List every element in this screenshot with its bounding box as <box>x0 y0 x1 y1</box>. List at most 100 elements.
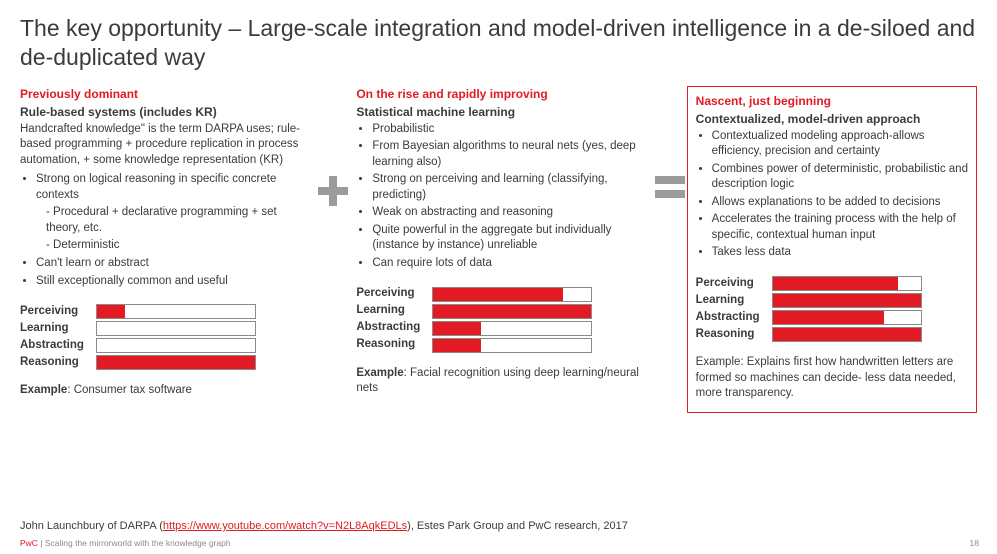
col1-heading-black: Rule-based systems (includes KR) <box>20 104 310 120</box>
list-item: From Bayesian algorithms to neural nets … <box>372 139 646 170</box>
col1-bullets: Strong on logical reasoning in specific … <box>20 172 310 289</box>
col2-example: Example: Facial recognition using deep l… <box>356 366 646 397</box>
chart-bar <box>96 355 256 370</box>
col3-heading-black: Contextualized, model-driven approach <box>696 111 968 127</box>
chart-row: Abstracting <box>20 337 310 354</box>
list-item: Deterministic <box>46 238 310 254</box>
slide-title: The key opportunity – Large-scale integr… <box>20 14 977 72</box>
col1-chart: PerceivingLearningAbstractingReasoning <box>20 303 310 371</box>
col1-heading-red: Previously dominant <box>20 86 310 102</box>
chart-bar <box>96 304 256 319</box>
footer-link[interactable]: https://www.youtube.com/watch?v=N2L8AqkE… <box>163 520 407 532</box>
chart-row: Reasoning <box>356 337 646 354</box>
col3-bullets: Contextualized modeling approach-allows … <box>696 129 968 261</box>
equals-icon <box>655 176 685 198</box>
chart-bar-fill <box>773 328 921 341</box>
chart-bar <box>772 327 922 342</box>
chart-label: Perceiving <box>356 286 432 302</box>
page-number: 18 <box>970 538 979 548</box>
col1-sub-bullets: Procedural + declarative programming + s… <box>36 205 310 254</box>
col1-paragraph: Handcrafted knowledge" is the term DARPA… <box>20 122 310 169</box>
list-item: Can require lots of data <box>372 256 646 272</box>
chart-bar <box>432 338 592 353</box>
list-item: Accelerates the training process with th… <box>712 212 968 243</box>
column-nascent: Nascent, just beginning Contextualized, … <box>687 86 977 413</box>
chart-bar-fill <box>97 356 255 369</box>
example-label: Example <box>356 367 403 379</box>
col2-chart: PerceivingLearningAbstractingReasoning <box>356 286 646 354</box>
chart-label: Learning <box>20 321 96 337</box>
col1-example: Example: Consumer tax software <box>20 383 310 399</box>
equals-operator <box>653 86 687 198</box>
chart-bar <box>96 321 256 336</box>
chart-row: Learning <box>20 320 310 337</box>
col2-heading-red: On the rise and rapidly improving <box>356 86 646 102</box>
chart-label: Abstracting <box>696 310 772 326</box>
chart-bar-fill <box>433 339 480 352</box>
example-label: Example <box>20 384 67 396</box>
chart-bar <box>772 310 922 325</box>
col2-bullets: Probabilistic From Bayesian algorithms t… <box>356 122 646 272</box>
list-item: Strong on perceiving and learning (class… <box>372 172 646 203</box>
list-item: Takes less data <box>712 245 968 261</box>
chart-bar-fill <box>773 277 899 290</box>
chart-label: Reasoning <box>356 337 432 353</box>
plus-icon <box>318 176 348 206</box>
chart-label: Perceiving <box>20 304 96 320</box>
chart-row: Reasoning <box>696 326 968 343</box>
list-item: Combines power of deterministic, probabi… <box>712 162 968 193</box>
list-item: Procedural + declarative programming + s… <box>46 205 310 236</box>
source-footer: John Launchbury of DARPA (https://www.yo… <box>20 520 628 532</box>
chart-row: Abstracting <box>696 309 968 326</box>
example-text: : Consumer tax software <box>67 384 192 396</box>
col3-highlight-box: Nascent, just beginning Contextualized, … <box>687 86 977 413</box>
col3-heading-red: Nascent, just beginning <box>696 93 968 109</box>
chart-row: Perceiving <box>356 286 646 303</box>
chart-row: Perceiving <box>696 275 968 292</box>
chart-row: Reasoning <box>20 354 310 371</box>
chart-row: Learning <box>356 303 646 320</box>
col3-chart: PerceivingLearningAbstractingReasoning <box>696 275 968 343</box>
chart-label: Abstracting <box>20 338 96 354</box>
chart-label: Learning <box>696 293 772 309</box>
plus-operator <box>316 86 350 206</box>
chart-bar-fill <box>433 322 480 335</box>
pwc-tagline: PwC | Scaling the mirrorworld with the k… <box>20 538 231 548</box>
chart-bar-fill <box>773 311 884 324</box>
footer-post: ), Estes Park Group and PwC research, 20… <box>407 520 628 532</box>
chart-label: Learning <box>356 303 432 319</box>
brand-pwc: PwC <box>20 538 38 548</box>
column-previously-dominant: Previously dominant Rule-based systems (… <box>20 86 316 399</box>
chart-bar-fill <box>773 294 921 307</box>
chart-bar <box>772 276 922 291</box>
chart-bar <box>96 338 256 353</box>
tagline-rest: | Scaling the mirrorworld with the knowl… <box>38 538 231 548</box>
list-item: Contextualized modeling approach-allows … <box>712 129 968 160</box>
list-item: Quite powerful in the aggregate but indi… <box>372 223 646 254</box>
columns-wrap: Previously dominant Rule-based systems (… <box>20 86 977 413</box>
list-item: Strong on logical reasoning in specific … <box>36 172 310 254</box>
bullet-text: Strong on logical reasoning in specific … <box>36 173 276 201</box>
chart-row: Perceiving <box>20 303 310 320</box>
chart-bar-fill <box>433 305 591 318</box>
chart-row: Abstracting <box>356 320 646 337</box>
col2-heading-black: Statistical machine learning <box>356 104 646 120</box>
list-item: Probabilistic <box>372 122 646 138</box>
chart-bar <box>432 287 592 302</box>
col3-example: Example: Explains first how handwritten … <box>696 355 968 402</box>
list-item: Weak on abstracting and reasoning <box>372 205 646 221</box>
list-item: Still exceptionally common and useful <box>36 274 310 290</box>
chart-bar <box>432 321 592 336</box>
list-item: Allows explanations to be added to decis… <box>712 195 968 211</box>
column-on-the-rise: On the rise and rapidly improving Statis… <box>350 86 652 397</box>
footer-pre: John Launchbury of DARPA ( <box>20 520 163 532</box>
chart-bar <box>772 293 922 308</box>
chart-label: Perceiving <box>696 276 772 292</box>
chart-label: Reasoning <box>20 355 96 371</box>
chart-bar <box>432 304 592 319</box>
chart-bar-fill <box>97 305 125 318</box>
chart-label: Abstracting <box>356 320 432 336</box>
chart-bar-fill <box>433 288 563 301</box>
chart-row: Learning <box>696 292 968 309</box>
chart-label: Reasoning <box>696 327 772 343</box>
